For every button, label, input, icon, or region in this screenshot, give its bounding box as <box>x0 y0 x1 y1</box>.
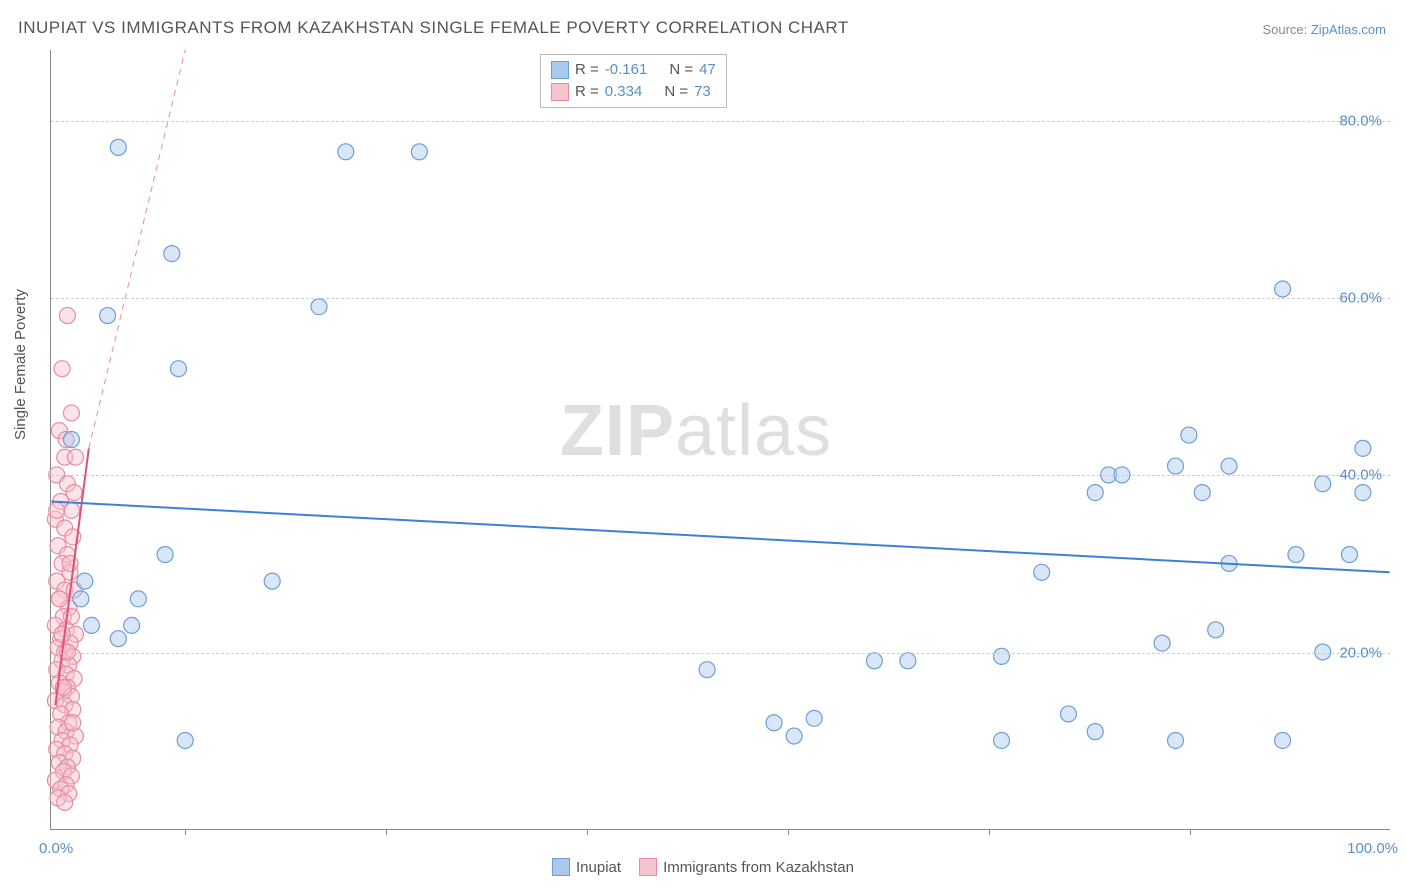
scatter-point <box>130 591 146 607</box>
scatter-point <box>1168 458 1184 474</box>
gridline <box>51 121 1390 122</box>
scatter-point <box>900 653 916 669</box>
scatter-point <box>177 732 193 748</box>
scatter-point <box>63 405 79 421</box>
gridline <box>51 298 1390 299</box>
y-tick-label: 40.0% <box>1339 467 1382 484</box>
x-tick <box>386 829 387 835</box>
legend-item-inupiat: Inupiat <box>552 858 621 876</box>
legend-swatch-blue <box>552 858 570 876</box>
scatter-point <box>65 715 81 731</box>
r-label: R = <box>575 81 599 103</box>
scatter-point <box>66 485 82 501</box>
scatter-point <box>994 732 1010 748</box>
x-tick-label-max: 100.0% <box>1347 840 1398 857</box>
scatter-point <box>866 653 882 669</box>
series-legend: Inupiat Immigrants from Kazakhstan <box>0 858 1406 876</box>
scatter-point <box>171 361 187 377</box>
scatter-point <box>49 502 65 518</box>
scatter-point <box>84 617 100 633</box>
x-tick <box>185 829 186 835</box>
scatter-point <box>1181 427 1197 443</box>
scatter-point <box>806 710 822 726</box>
scatter-point <box>54 626 70 642</box>
source-attribution: Source: ZipAtlas.com <box>1262 22 1386 37</box>
trend-line <box>51 501 1389 572</box>
scatter-point <box>51 591 67 607</box>
scatter-point <box>59 308 75 324</box>
y-tick-label: 80.0% <box>1339 112 1382 129</box>
scatter-point <box>1154 635 1170 651</box>
scatter-point <box>67 449 83 465</box>
n-label: N = <box>664 81 688 103</box>
r-value-blue: -0.161 <box>605 59 648 81</box>
gridline <box>51 653 1390 654</box>
n-value-blue: 47 <box>699 59 716 81</box>
scatter-point <box>1275 732 1291 748</box>
y-tick-label: 60.0% <box>1339 290 1382 307</box>
scatter-point <box>1034 564 1050 580</box>
scatter-point <box>1194 485 1210 501</box>
legend-row-blue: R = -0.161 N = 47 <box>551 59 716 81</box>
source-label: Source: <box>1262 22 1310 37</box>
y-tick-label: 20.0% <box>1339 644 1382 661</box>
scatter-point <box>157 547 173 563</box>
scatter-point <box>1208 622 1224 638</box>
scatter-point <box>766 715 782 731</box>
r-label: R = <box>575 59 599 81</box>
n-label: N = <box>669 59 693 81</box>
legend-swatch-blue <box>551 61 569 79</box>
x-tick <box>989 829 990 835</box>
chart-title: INUPIAT VS IMMIGRANTS FROM KAZAKHSTAN SI… <box>18 18 849 38</box>
scatter-point <box>73 591 89 607</box>
scatter-point <box>786 728 802 744</box>
scatter-point <box>1087 724 1103 740</box>
x-tick <box>1190 829 1191 835</box>
scatter-point <box>100 308 116 324</box>
scatter-point <box>1168 732 1184 748</box>
scatter-point <box>57 794 73 810</box>
legend-label-inupiat: Inupiat <box>576 859 621 876</box>
scatter-point <box>1275 281 1291 297</box>
scatter-point <box>1342 547 1358 563</box>
r-value-pink: 0.334 <box>605 81 643 103</box>
y-axis-label: Single Female Poverty <box>12 289 29 440</box>
scatter-point <box>411 144 427 160</box>
scatter-point <box>338 144 354 160</box>
correlation-legend: R = -0.161 N = 47 R = 0.334 N = 73 <box>540 54 727 108</box>
scatter-point <box>1355 440 1371 456</box>
legend-item-kazakhstan: Immigrants from Kazakhstan <box>639 858 854 876</box>
scatter-point <box>110 139 126 155</box>
x-tick <box>788 829 789 835</box>
scatter-point <box>164 246 180 262</box>
scatter-point <box>110 631 126 647</box>
legend-swatch-pink <box>639 858 657 876</box>
legend-row-pink: R = 0.334 N = 73 <box>551 81 716 103</box>
x-tick <box>587 829 588 835</box>
legend-swatch-pink <box>551 83 569 101</box>
scatter-point <box>77 573 93 589</box>
scatter-point <box>994 648 1010 664</box>
scatter-point <box>1315 476 1331 492</box>
scatter-point <box>1060 706 1076 722</box>
scatter-point <box>63 432 79 448</box>
scatter-point <box>1288 547 1304 563</box>
scatter-point <box>124 617 140 633</box>
n-value-pink: 73 <box>694 81 711 103</box>
scatter-point <box>264 573 280 589</box>
scatter-point <box>63 502 79 518</box>
scatter-point <box>311 299 327 315</box>
gridline <box>51 475 1390 476</box>
plot-area: 80.0%60.0%40.0%20.0%0.0%100.0% <box>50 50 1390 830</box>
legend-label-kazakhstan: Immigrants from Kazakhstan <box>663 859 854 876</box>
scatter-point <box>62 555 78 571</box>
scatter-point <box>54 361 70 377</box>
x-tick-label-min: 0.0% <box>39 840 73 857</box>
scatter-point <box>1221 458 1237 474</box>
scatter-point <box>699 662 715 678</box>
source-link[interactable]: ZipAtlas.com <box>1311 22 1386 37</box>
scatter-point <box>1087 485 1103 501</box>
scatter-point <box>1355 485 1371 501</box>
scatter-svg <box>51 50 1390 829</box>
